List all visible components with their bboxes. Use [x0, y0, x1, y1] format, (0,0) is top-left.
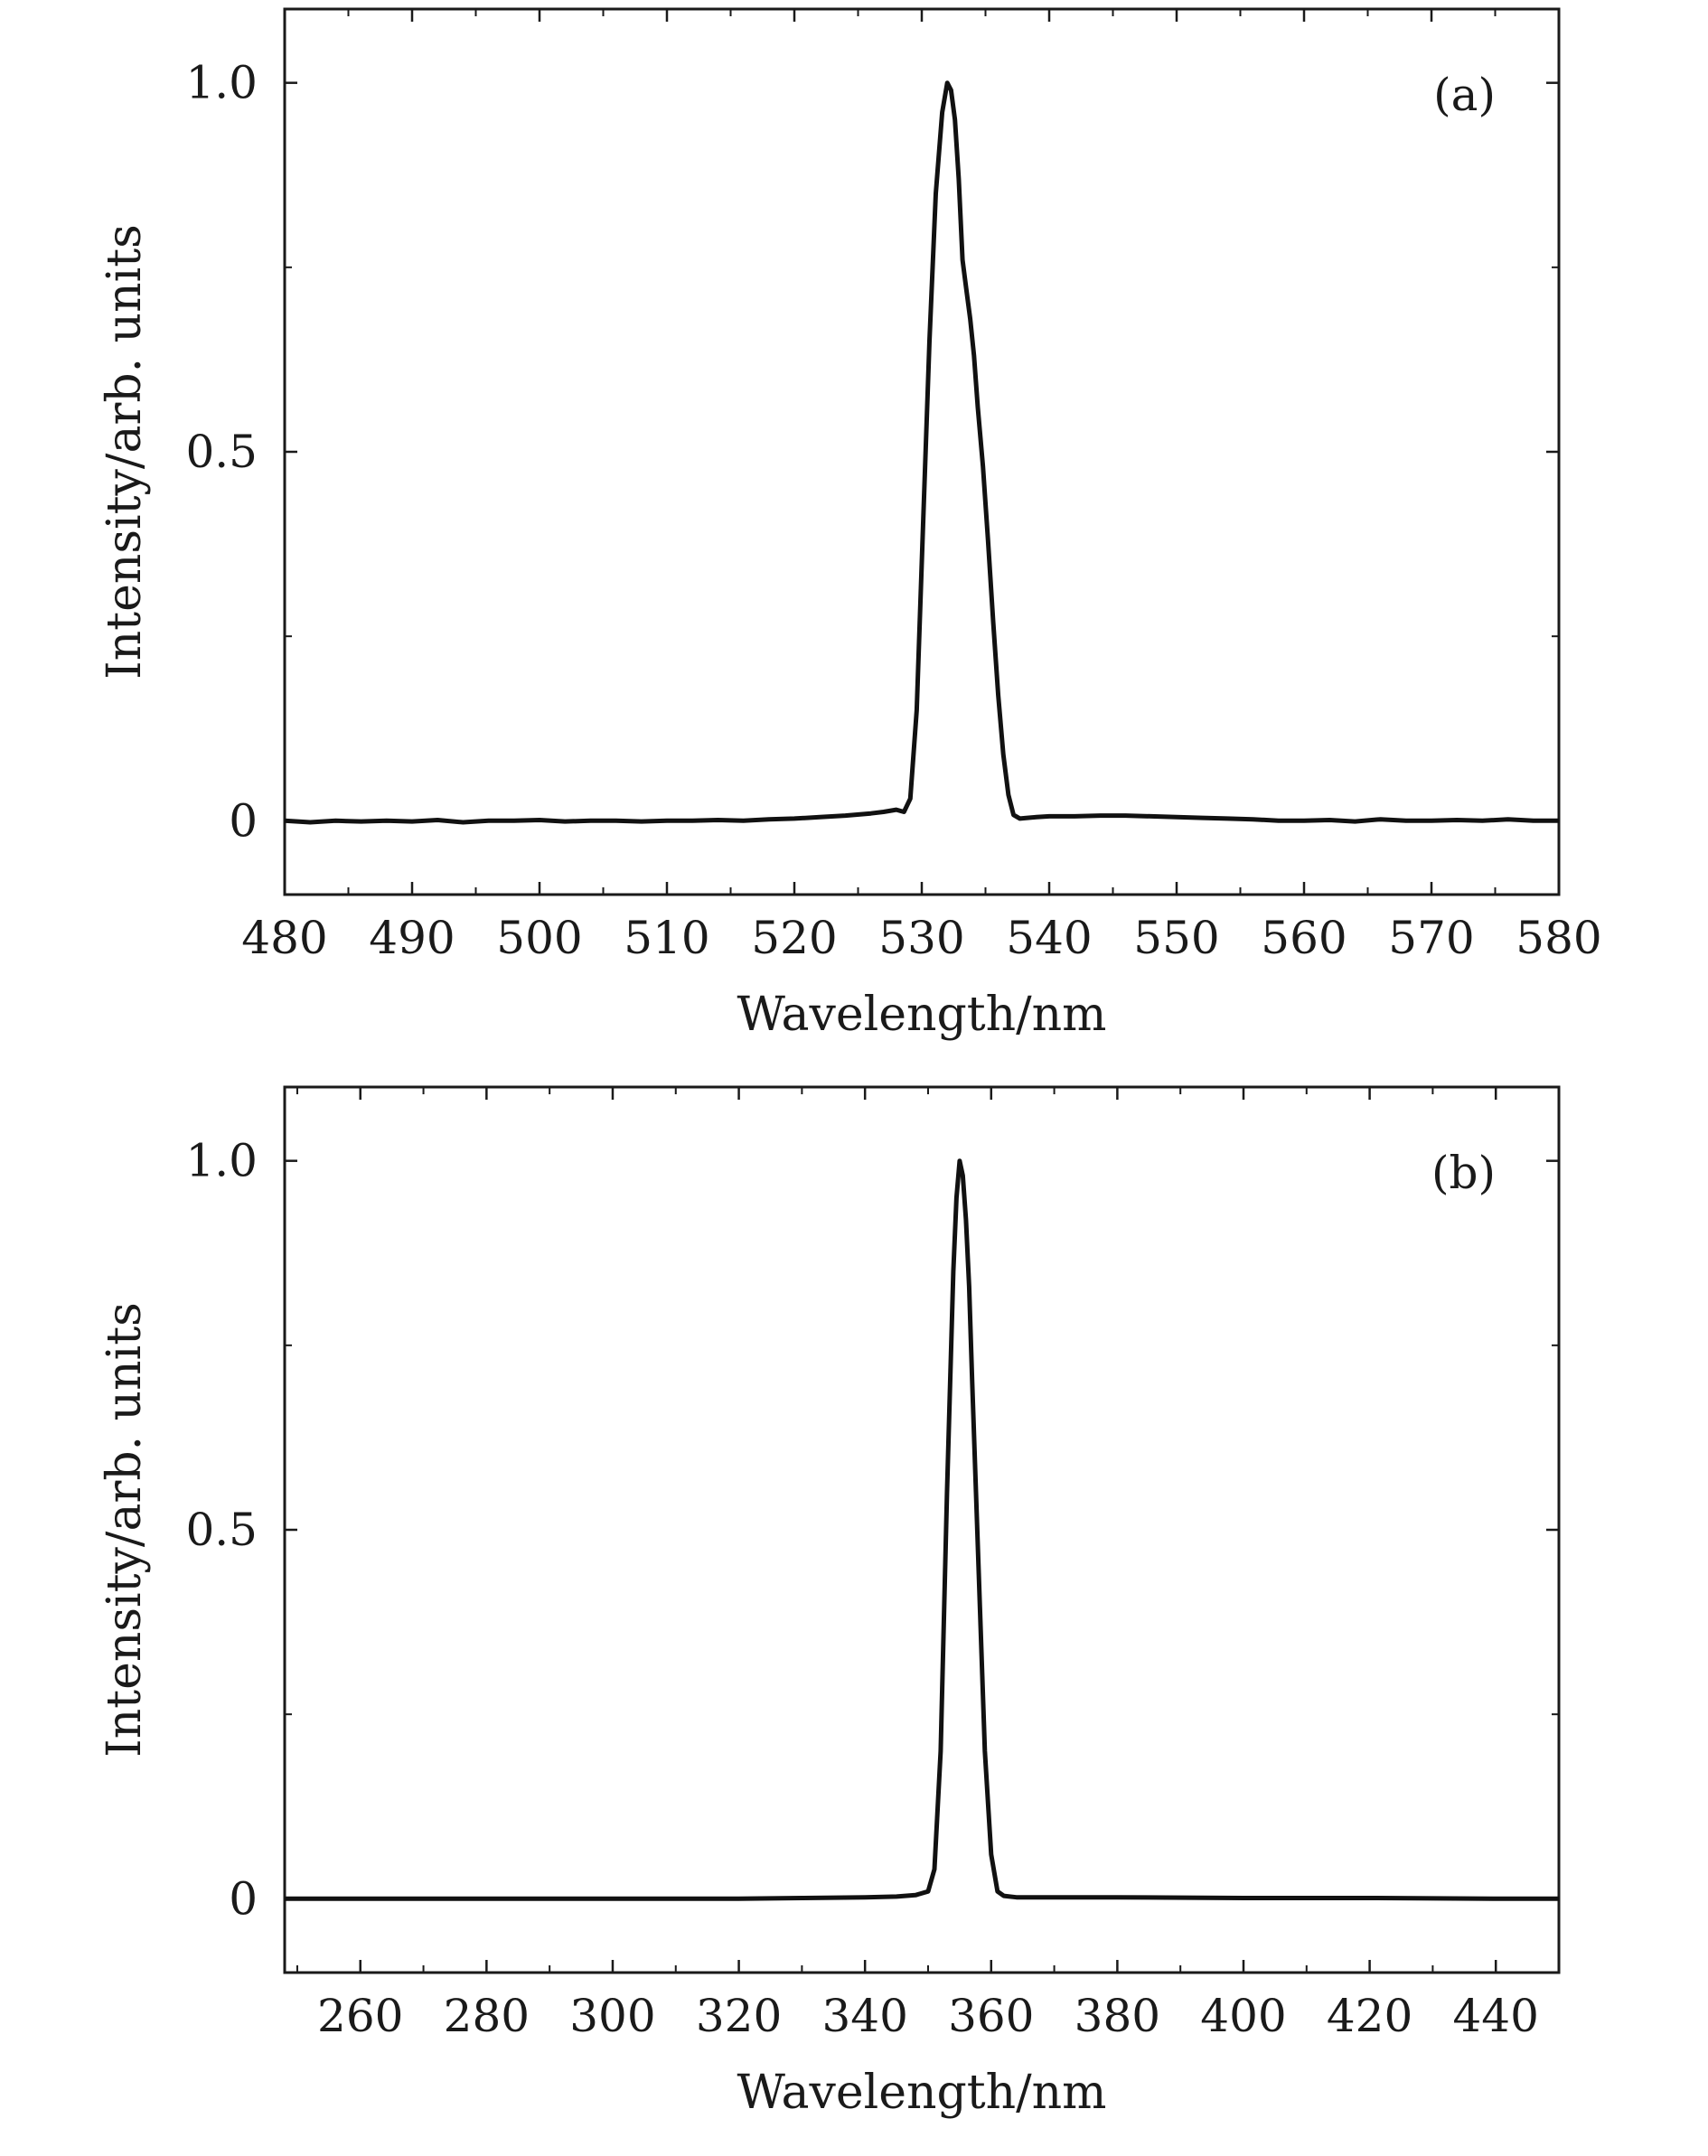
- plot-frame: [283, 1085, 1561, 1974]
- x-tick-label: 570: [1388, 912, 1474, 964]
- y-tick-label: 0: [229, 1872, 258, 1925]
- series-line-spectrum-b: [285, 1158, 1559, 1901]
- x-tick-label: 580: [1516, 912, 1601, 964]
- chart-panel-a: 480 490 500 510 520 530 540 550 560 570 580 0 0.5 1.0…: [98, 7, 1602, 1042]
- x-tick-label: 380: [1075, 1990, 1160, 2042]
- x-tick-label: 550: [1133, 912, 1219, 964]
- y-tick-label: 1.0: [185, 57, 258, 109]
- x-tick-label: 400: [1200, 1990, 1286, 2042]
- y-tick-label: 0: [229, 794, 258, 847]
- x-tick-label: 520: [751, 912, 837, 964]
- x-tick-label: 260: [317, 1990, 403, 2042]
- x-tick-label: 500: [496, 912, 582, 964]
- panel-label-a: (a): [1433, 69, 1496, 121]
- x-tick-label: 490: [369, 912, 455, 964]
- x-tick-label: 540: [1006, 912, 1092, 964]
- x-tick-label: 560: [1261, 912, 1347, 964]
- plot-frame: [283, 7, 1561, 896]
- x-tick-label: 320: [696, 1990, 782, 2042]
- x-tick-label: 530: [878, 912, 964, 964]
- chart-panel-b: 260 280 300 320 340 360 380 400 420 440 0 0.5 1.0 Wav…: [98, 1085, 1561, 2120]
- series-line-spectrum-a: [284, 80, 1559, 825]
- x-tick-label: 420: [1327, 1990, 1412, 2042]
- panel-label-b: (b): [1431, 1147, 1496, 1199]
- x-tick-label: 510: [624, 912, 709, 964]
- y-tick-label: 0.5: [185, 426, 258, 478]
- x-axis-title: Wavelength/nm: [737, 2066, 1107, 2120]
- x-tick-label: 440: [1452, 1990, 1538, 2042]
- y-axis-title: Intensity/arb. units: [98, 1302, 152, 1758]
- y-axis-title: Intensity/arb. units: [98, 224, 152, 680]
- x-axis-title: Wavelength/nm: [737, 988, 1107, 1042]
- y-tick-label: 1.0: [185, 1135, 258, 1187]
- x-tick-label: 360: [948, 1990, 1034, 2042]
- x-tick-label: 300: [569, 1990, 655, 2042]
- x-tick-label: 280: [444, 1990, 530, 2042]
- y-tick-label: 0.5: [185, 1504, 258, 1556]
- x-tick-label: 480: [241, 912, 327, 964]
- x-tick-label: 340: [821, 1990, 907, 2042]
